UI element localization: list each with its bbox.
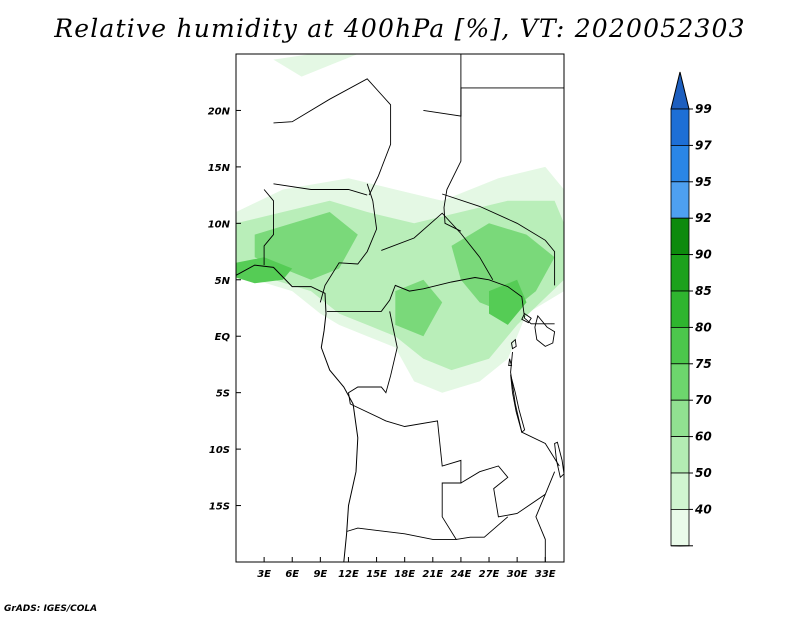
colorbar-label: 40 <box>694 502 712 516</box>
country-border-2 <box>319 183 378 303</box>
lake-outline-5 <box>508 358 513 367</box>
lon-tick-label: 15E <box>366 569 387 580</box>
lake-outline-3 <box>521 312 532 324</box>
colorbar-label: 95 <box>695 175 712 189</box>
colorbar-label: 50 <box>695 466 712 480</box>
country-border-13 <box>460 465 556 518</box>
colorbar-segment <box>670 508 690 547</box>
colorbar-label: 75 <box>695 357 712 371</box>
country-border-11 <box>510 351 560 467</box>
lake-outline-0 <box>534 314 556 347</box>
map-title: Relative humidity at 400hPa [%], VT: 202… <box>54 14 746 43</box>
colorbar-segment <box>670 363 690 401</box>
country-border-5 <box>273 78 392 196</box>
country-border-15 <box>535 494 546 562</box>
axis-ticks: 3E 6E 9E 12E 15E 18E 21E 24E 27E 30E 33E 20N 15N 10N 5… <box>208 106 556 580</box>
coastline-0 <box>236 264 359 562</box>
humidity-region-40-1 <box>273 54 358 77</box>
lat-tick-label: 5N <box>215 276 231 287</box>
country-border-14 <box>456 516 509 540</box>
country-border-7 <box>460 87 564 117</box>
country-border-3 <box>326 277 555 325</box>
lat-tick-label: 10N <box>208 219 231 230</box>
lat-tick-label: 15N <box>208 163 231 174</box>
colorbar-segment <box>670 181 690 219</box>
country-border-1 <box>273 183 368 196</box>
colorbar-top-arrow <box>670 71 690 110</box>
colorbar-label: 60 <box>695 430 712 444</box>
country-border-12 <box>346 403 462 540</box>
country-border-9 <box>442 193 556 286</box>
colorbar-segment <box>670 399 690 438</box>
humidity-region-80-6 <box>236 257 293 284</box>
humidity-region-80-7 <box>489 279 527 325</box>
colorbar-segment <box>670 472 690 510</box>
humidity-region-75-4 <box>451 223 555 314</box>
map-frame <box>235 53 565 563</box>
colorbar-segment <box>670 290 690 328</box>
lat-tick-label: 5S <box>216 389 230 400</box>
colorbar: 99 97 95 92 90 85 80 75 70 60 50 40 <box>670 71 712 547</box>
lon-tick-label: 27E <box>479 569 500 580</box>
colorbar-label: 90 <box>695 248 712 262</box>
colorbar-segment <box>670 254 690 292</box>
lake-outline-4 <box>511 338 517 350</box>
lat-tick-label: 15S <box>209 502 230 513</box>
lon-tick-label: 33E <box>535 569 556 580</box>
colorbar-segment <box>670 108 690 146</box>
country-border-8 <box>423 54 462 117</box>
humidity-region-75-3 <box>254 212 358 280</box>
colorbar-label: 99 <box>695 102 712 116</box>
humidity-fill-layer <box>236 54 564 393</box>
colorbar-segment <box>670 144 690 183</box>
colorbar-segment <box>670 326 690 365</box>
colorbar-label: 92 <box>695 211 712 225</box>
colorbar-label: 85 <box>695 284 712 298</box>
lon-tick-label: 12E <box>338 569 359 580</box>
humidity-region-75-5 <box>395 279 443 337</box>
lon-tick-label: 18E <box>394 569 415 580</box>
lon-tick-label: 3E <box>257 569 271 580</box>
colorbar-segment <box>670 436 690 474</box>
coastline-border-layer <box>236 54 564 562</box>
lake-outline-2 <box>554 441 564 479</box>
lon-tick-label: 6E <box>285 569 299 580</box>
country-border-4 <box>381 212 494 281</box>
country-border-6 <box>443 110 462 232</box>
colorbar-label: 80 <box>695 320 712 334</box>
lat-tick-label: 20N <box>208 106 231 117</box>
lon-tick-label: 9E <box>313 569 327 580</box>
country-border-0 <box>263 189 274 266</box>
lat-tick-label: EQ <box>215 332 231 343</box>
country-border-10 <box>348 311 398 405</box>
colorbar-label: 70 <box>695 393 712 407</box>
lon-tick-label: 30E <box>507 569 528 580</box>
lon-tick-label: 21E <box>422 569 443 580</box>
colorbar-label: 97 <box>695 138 712 152</box>
lon-tick-label: 24E <box>451 569 472 580</box>
lat-tick-label: 10S <box>209 445 230 456</box>
lake-outline-1 <box>510 374 526 433</box>
colorbar-segment <box>670 217 690 255</box>
grads-credit: GrADS: IGES/COLA <box>4 604 98 614</box>
